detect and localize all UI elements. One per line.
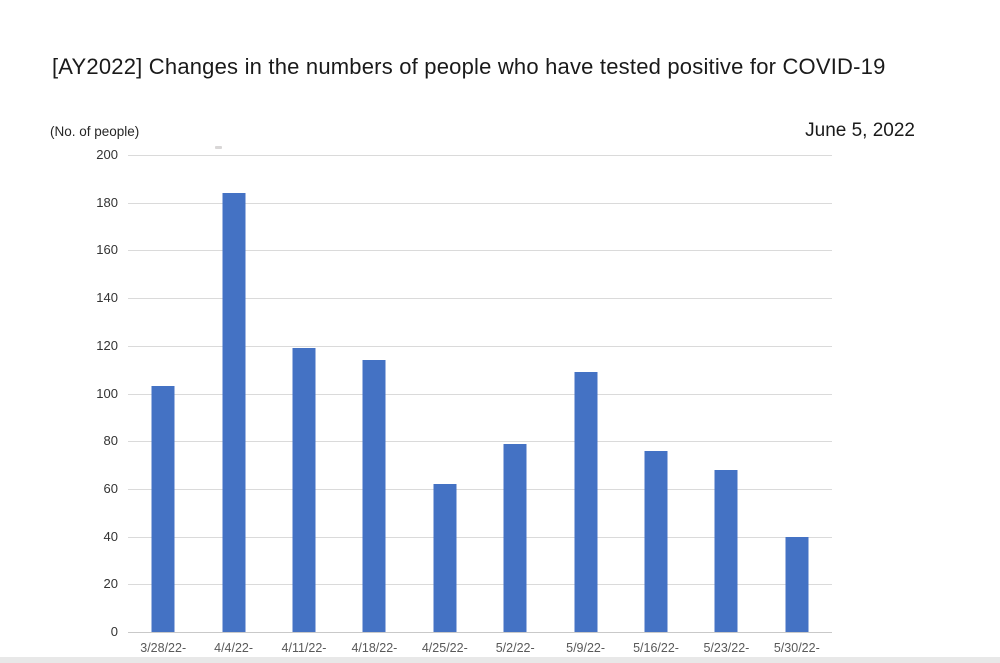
smudge-artifact [215,146,222,149]
bottom-edge-strip [0,657,1000,663]
gridline [128,250,832,252]
x-axis-tick-label: 4/11/22- [281,641,327,655]
y-axis-unit-label: (No. of people) [50,124,140,139]
bar-5-23-22 [714,469,738,632]
bar-4-11-22 [292,348,316,632]
y-axis-tick-label: 0 [110,624,118,640]
y-axis-tick-label: 80 [103,433,118,449]
x-axis-tick-label: 5/9/22- [566,641,606,655]
y-axis-tick-label: 60 [103,481,118,497]
y-axis-tick-label: 40 [103,528,118,544]
bar-5-16-22 [644,450,668,632]
date-annotation: June 5, 2022 [805,120,915,141]
gridline [128,345,832,347]
x-axis-tick-label: 4/18/22- [351,641,398,655]
bar-5-2-22 [503,443,527,632]
gridline [128,488,832,490]
gridline [128,584,832,586]
y-axis-tick-label: 140 [96,290,118,306]
gridline [128,393,832,395]
bar-5-30-22 [785,536,809,632]
gridline [128,536,832,538]
x-axis-tick-label: 5/2/22- [495,641,535,655]
x-axis-tick-label: 3/28/22- [140,641,187,655]
bar-5-9-22 [574,372,598,632]
x-axis-tick-label: 5/23/22- [703,641,750,655]
y-axis-tick-label: 20 [103,576,118,592]
x-axis-tick-label: 5/30/22- [773,641,820,655]
y-axis-tick-label: 200 [96,147,118,163]
chart-title: [AY2022] Changes in the numbers of peopl… [52,54,886,79]
plot-area: 0 20 40 60 80 100 120 140 160 180 200 3/28/22- 4/4/2… [96,147,832,655]
x-axis-tick-label: 5/16/22- [633,641,679,655]
bar-4-25-22 [433,484,457,632]
x-axis-tick-label: 4/25/22- [421,641,468,655]
bar-3-28-22 [151,386,175,632]
y-axis-tick-label: 180 [96,194,118,210]
y-axis-tick-label: 120 [96,337,118,353]
bar-4-4-22 [222,193,246,632]
x-axis-tick-label: 4/4/22- [214,641,254,655]
gridline [128,441,832,443]
bar-4-18-22 [362,360,386,632]
y-axis-tick-label: 100 [96,385,118,401]
gridline [128,202,832,204]
y-axis-tick-label: 160 [96,242,118,258]
gridline [128,155,832,156]
gridline [128,298,832,300]
